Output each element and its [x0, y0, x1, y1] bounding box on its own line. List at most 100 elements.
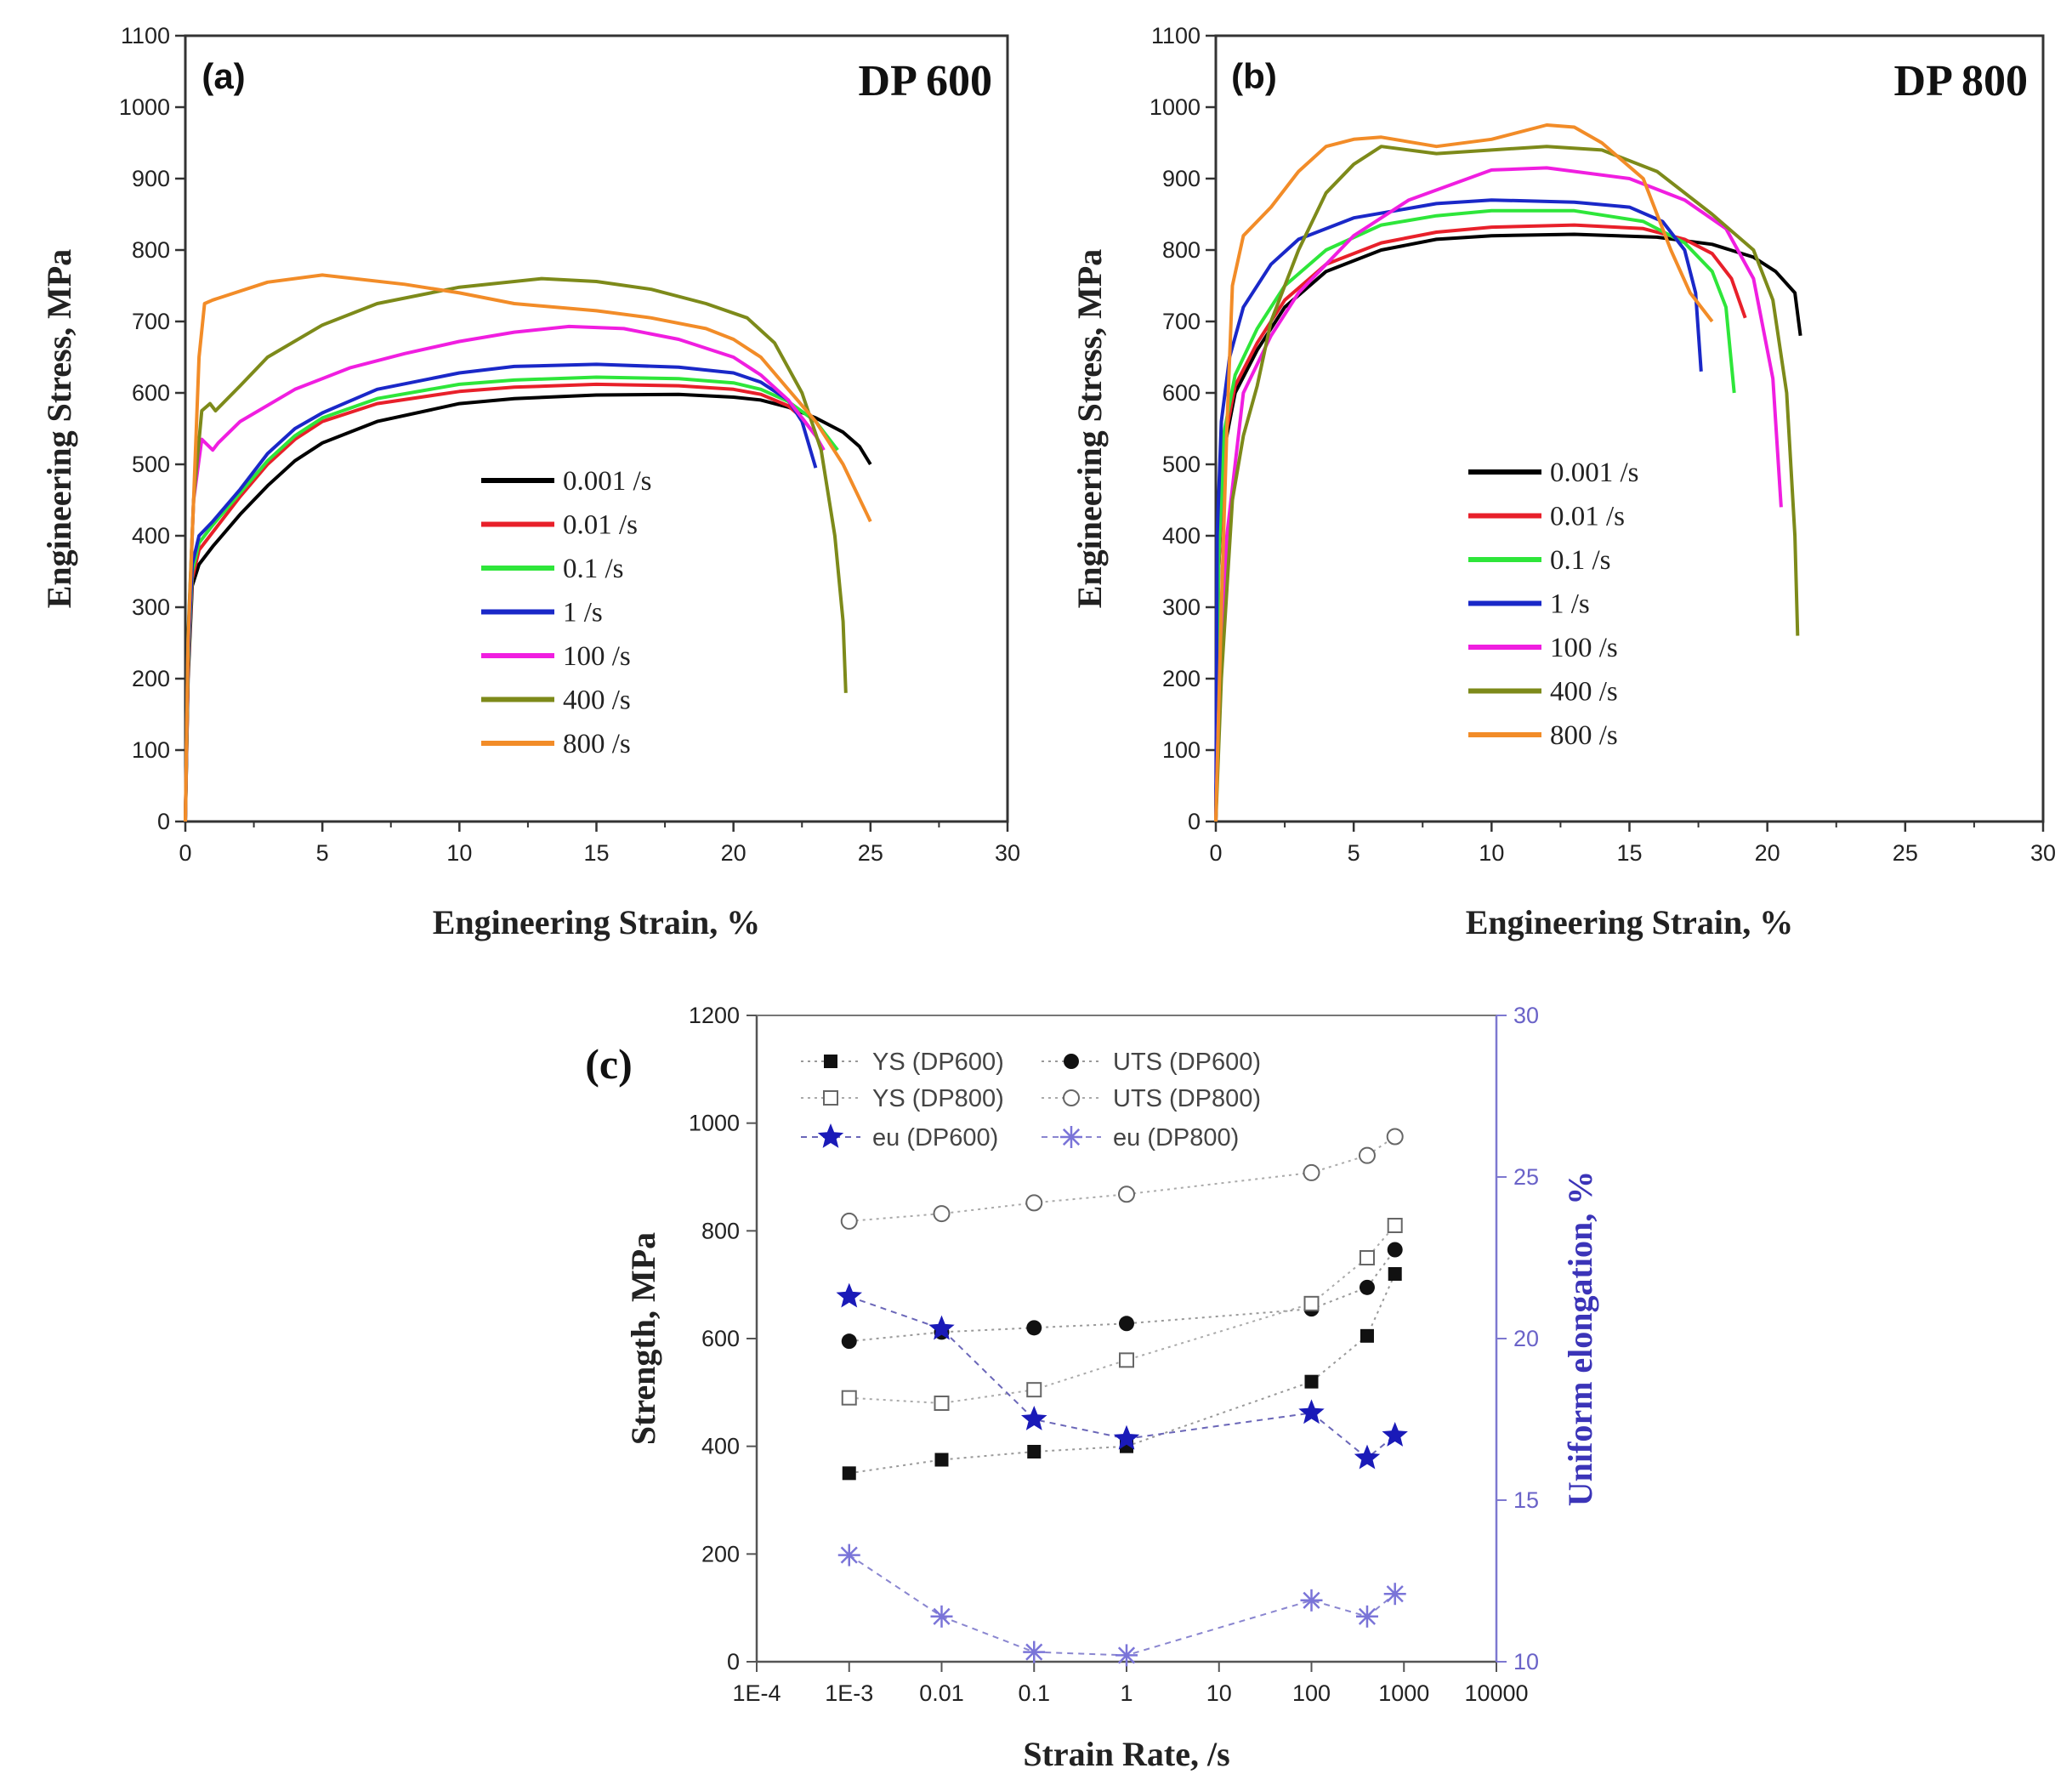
panel-b-y-tick-label: 600	[1162, 380, 1201, 406]
panel-a-x-tick-label: 20	[721, 840, 746, 866]
panel-c-data-point	[840, 1212, 858, 1230]
panel-c-data-point	[1383, 1583, 1406, 1606]
square-marker	[934, 1453, 949, 1467]
panel-c-y2-tick-label: 20	[1513, 1326, 1539, 1351]
panel-b-legend-label: 0.1 /s	[1550, 545, 1611, 576]
panel-b-legend-label: 100 /s	[1550, 633, 1618, 663]
panel-c-data-point	[934, 1453, 949, 1467]
panel-a-y-tick-label: 1000	[119, 94, 170, 120]
panel-c-y-tick-label: 800	[701, 1218, 740, 1243]
circle-marker	[840, 1212, 858, 1230]
star-marker	[1021, 1406, 1047, 1430]
panel-c-legend-label: UTS (DP600)	[1113, 1049, 1261, 1076]
panel-c-x-axis-label: Strain Rate, /s	[1023, 1735, 1229, 1773]
star-marker	[1113, 1424, 1140, 1450]
panel-c-data-point	[1387, 1242, 1403, 1258]
square-marker	[1304, 1374, 1319, 1389]
circle-marker	[1063, 1089, 1080, 1106]
panel-c-data-point	[933, 1205, 951, 1223]
panel-c-y-tick-label: 200	[701, 1541, 740, 1566]
panel-b-y-tick-label: 200	[1162, 666, 1201, 691]
asterisk-stroke	[1025, 1643, 1043, 1661]
panel-b-x-tick-label: 30	[2030, 840, 2056, 866]
panel-c-data-point	[1358, 1146, 1376, 1164]
panel-c-data-point	[1026, 1382, 1042, 1398]
panel-c-data-point	[1119, 1352, 1134, 1368]
star-marker	[1382, 1422, 1408, 1447]
circle-marker	[1025, 1194, 1043, 1212]
circle-marker	[841, 1333, 857, 1350]
panel-a-series-line	[184, 362, 818, 822]
panel-b-legend-label: 400 /s	[1550, 677, 1618, 708]
panel-c-x-tick-label: 0.1	[1018, 1680, 1050, 1706]
star-marker	[836, 1282, 862, 1308]
panel-a-x-tick-label: 25	[858, 840, 883, 866]
panel-c-y-tick-label: 400	[701, 1434, 740, 1459]
asterisk-stroke	[933, 1607, 951, 1625]
panel-c-y2-tick-label: 25	[1513, 1164, 1539, 1190]
panel-a-legend-label: 400 /s	[563, 685, 631, 716]
asterisk-stroke	[1117, 1646, 1136, 1664]
panel-b-series-line	[1214, 198, 1703, 822]
panel-b-y-tick-label: 500	[1162, 452, 1201, 477]
panel-a-y-tick-label: 200	[132, 666, 170, 691]
panel-b-legend-label: 0.001 /s	[1550, 458, 1639, 488]
panel-a-legend-label: 100 /s	[563, 641, 631, 672]
panel-b-legend-label: 800 /s	[1550, 720, 1618, 751]
panel-c-data-point	[1027, 1445, 1042, 1458]
panel-b-y-tick-label: 900	[1162, 166, 1201, 191]
circle-marker	[1026, 1320, 1042, 1336]
asterisk-stroke	[1062, 1128, 1081, 1146]
panel-c-data-point	[1303, 1163, 1320, 1181]
square-marker	[824, 1055, 837, 1068]
panel-c-data-point	[1025, 1194, 1043, 1212]
panel-c-data-point	[1113, 1424, 1140, 1450]
panel-b-y-tick-label: 1000	[1150, 94, 1201, 120]
panel-a-x-axis-label: Engineering Strain, %	[433, 903, 761, 941]
circle-marker	[933, 1205, 951, 1223]
panel-c-x-tick-label: 0.01	[919, 1680, 964, 1706]
panel-c-data-point	[841, 1333, 857, 1350]
panel-b-y-tick-label: 100	[1162, 737, 1201, 763]
panel-b-series-line	[1214, 145, 1800, 822]
panel-c-legend-marker	[1063, 1089, 1080, 1106]
panel-a-y-tick-label: 900	[132, 166, 170, 191]
panel-c-y2-tick-label: 30	[1513, 1003, 1539, 1028]
panel-a-y-tick-label: 400	[132, 523, 170, 549]
panel-a-legend-label: 0.1 /s	[563, 554, 624, 584]
panel-a-y-tick-label: 700	[132, 309, 170, 334]
panel-c-data-point	[1387, 1218, 1403, 1233]
panel-c-legend-marker	[823, 1090, 838, 1106]
square-marker	[1360, 1328, 1374, 1343]
panel-c-x-tick-label: 1E-4	[732, 1680, 781, 1706]
panel-c-x-tick-label: 1	[1120, 1680, 1133, 1706]
circle-marker	[1118, 1185, 1135, 1203]
panel-c-data-point	[1359, 1279, 1375, 1295]
panel-c-legend-label: eu (DP800)	[1113, 1124, 1239, 1151]
panel-c-y-tick-label: 0	[727, 1649, 740, 1674]
panel-a-series-line	[184, 375, 839, 822]
square-marker	[1387, 1218, 1403, 1233]
square-marker	[1388, 1267, 1402, 1281]
panel-c-data-point	[1355, 1605, 1378, 1628]
circle-marker	[1119, 1316, 1134, 1332]
panel-b-y-axis-label: Engineering Stress, MPa	[1070, 249, 1109, 609]
panel-c-data-point	[1021, 1406, 1047, 1430]
panel-a-series-line	[184, 273, 872, 822]
panel-b-y-tick-label: 300	[1162, 594, 1201, 620]
panel-c-x-tick-label: 1000	[1378, 1680, 1429, 1706]
panel-b-x-tick-label: 10	[1479, 840, 1504, 866]
panel-c-y-tick-label: 1000	[689, 1111, 740, 1136]
panel-a-y-tick-label: 0	[157, 809, 170, 834]
circle-marker	[1358, 1146, 1376, 1164]
panel-c-y-tick-label: 600	[701, 1326, 740, 1351]
panel-a-y-axis-label: Engineering Stress, MPa	[40, 249, 78, 609]
circle-marker	[1303, 1163, 1320, 1181]
panel-a-series-line	[184, 324, 826, 822]
panel-c-data-point	[842, 1466, 856, 1481]
square-marker	[823, 1090, 838, 1106]
panel-b-series-line	[1214, 208, 1736, 822]
star-marker	[928, 1315, 955, 1340]
panel-c-x-tick-label: 10000	[1464, 1680, 1528, 1706]
